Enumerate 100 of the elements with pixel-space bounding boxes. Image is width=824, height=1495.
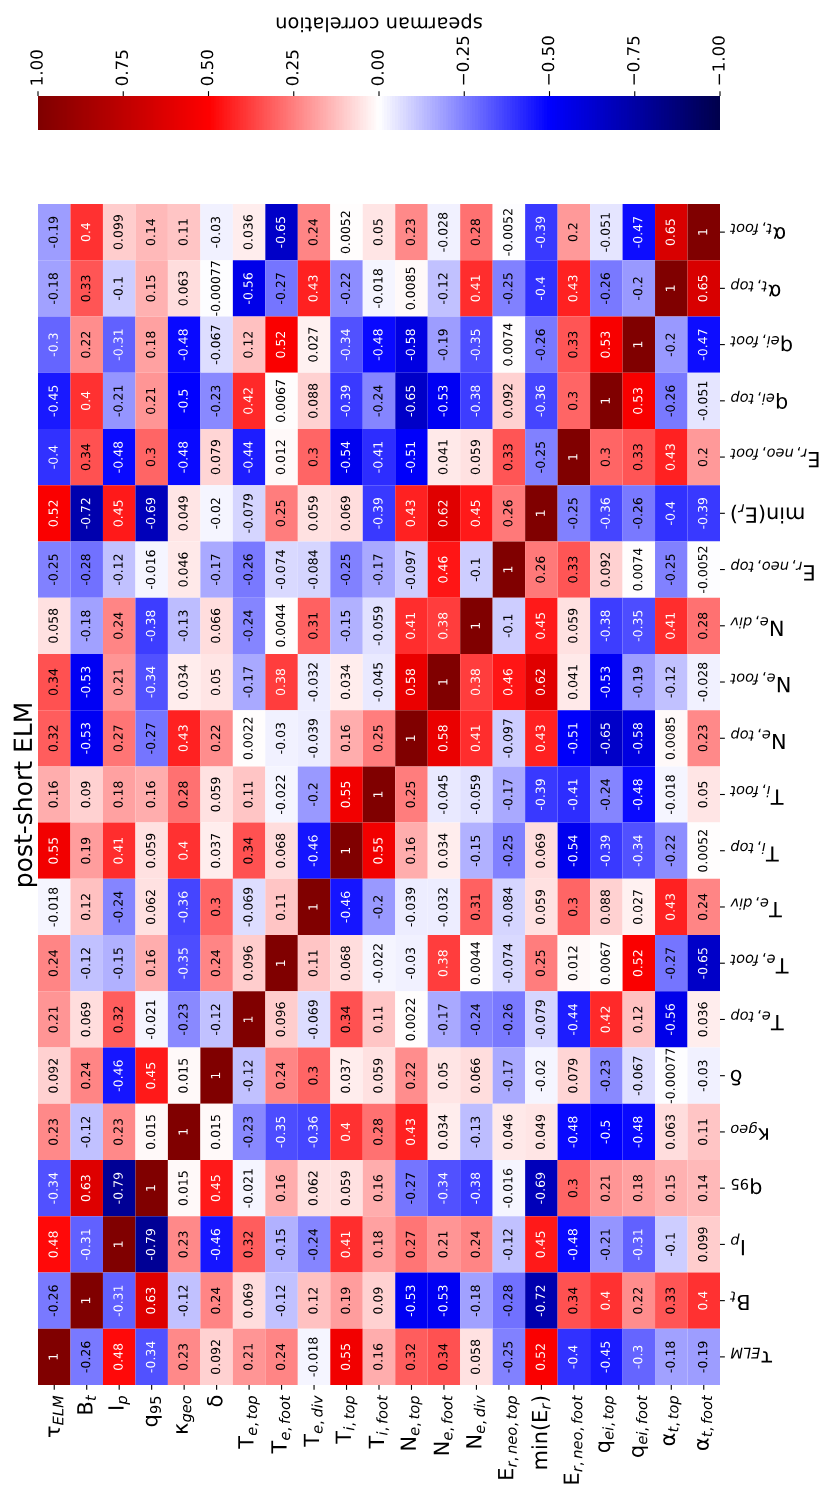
data-label: -0.23: [600, 1060, 610, 1092]
data-label: 0.0085: [665, 717, 675, 760]
data-label: -0.25: [48, 554, 58, 586]
data-label: -0.35: [470, 329, 481, 361]
y-tick-label: B$_{t}$: [729, 1291, 749, 1311]
data-label: -0.067: [632, 1056, 643, 1096]
data-label: -0.23: [210, 385, 221, 417]
data-label: 0.046: [503, 1114, 513, 1149]
y-tick-label: T$_{e,div}$: [730, 896, 782, 918]
data-label: -0.46: [340, 891, 351, 923]
data-label: -0.03: [275, 723, 286, 754]
data-label: -0.53: [438, 385, 448, 417]
data-label: -0.26: [600, 272, 610, 304]
data-label: 0.41: [470, 275, 481, 302]
data-label: -0.067: [210, 325, 221, 365]
data-label: -0.4: [48, 445, 58, 469]
data-label: 0.4: [178, 841, 188, 860]
data-label: 0.63: [80, 1175, 91, 1202]
color-bar-label: −0.75: [626, 36, 640, 85]
data-label: 0.16: [48, 781, 58, 808]
data-label: -0.34: [438, 1172, 448, 1204]
data-label: -0.25: [503, 835, 513, 867]
data-label: 0.037: [210, 833, 221, 868]
data-label: 0.041: [438, 440, 448, 475]
data-label: 0.32: [48, 725, 58, 752]
data-label: 1: [243, 1016, 253, 1023]
data-label: 0.38: [275, 668, 286, 696]
data-label: -0.26: [48, 1285, 58, 1317]
data-label: -0.28: [80, 554, 91, 586]
data-label: 0.059: [535, 889, 546, 925]
data-label: 0.46: [438, 556, 448, 583]
data-label: 0.23: [405, 219, 416, 246]
data-label: -0.18: [470, 1285, 481, 1317]
data-label: 0.41: [340, 1231, 351, 1258]
color-bar-label: −0.25: [456, 36, 470, 85]
data-label: 0.079: [210, 440, 221, 475]
data-label: 0.18: [632, 1175, 643, 1202]
data-label: 0.3: [210, 898, 221, 917]
data-label: 0.45: [535, 1231, 546, 1258]
data-label: 0.063: [665, 1115, 675, 1149]
data-label: 0.18: [373, 1231, 383, 1258]
data-label: 0.14: [697, 1174, 708, 1202]
data-label: 0.034: [178, 664, 188, 700]
data-label: 0.11: [373, 1006, 383, 1033]
data-label: 0.069: [243, 1283, 253, 1318]
data-label: 0.036: [243, 215, 253, 250]
data-label: 1: [308, 904, 318, 910]
data-label: -0.17: [503, 779, 513, 811]
data-label: 0.069: [340, 496, 351, 531]
data-label: 1: [633, 341, 643, 348]
data-label: 1: [81, 1297, 91, 1304]
text: post-short ELM: [12, 704, 38, 886]
x-tick-label: I$_{p}$: [108, 1396, 130, 1409]
x-tick-label: E$_{r,neo,top}$: [498, 1396, 520, 1479]
data-label: -0.39: [340, 385, 351, 417]
data-label: 1: [340, 847, 350, 854]
data-label: 0.21: [113, 669, 123, 696]
data-label: -0.36: [308, 1116, 318, 1148]
data-label: -0.2: [373, 896, 383, 919]
data-label: 0.062: [145, 890, 156, 925]
data-label: 0.41: [113, 837, 123, 864]
data-label: -0.22: [665, 835, 675, 867]
data-label: 0.012: [568, 946, 578, 981]
data-label: -0.2: [308, 783, 318, 807]
data-label: -0.18: [80, 610, 91, 642]
data-label: -0.12: [243, 1060, 253, 1092]
y-tick-label: q$_{ei,foot}$: [729, 334, 792, 352]
data-label: -0.1: [665, 1233, 675, 1256]
data-label: -0.045: [438, 775, 448, 815]
data-label: -0.58: [405, 329, 416, 361]
data-label: 0.43: [665, 444, 675, 471]
data-label: 0.45: [535, 612, 546, 639]
data-label: -0.016: [145, 550, 156, 590]
data-label: 0.15: [665, 1175, 675, 1202]
y-tick-label: I$_{p}$: [731, 1233, 744, 1256]
x-tick-label: N$_{e,foot}$: [433, 1395, 455, 1455]
data-label: 0.11: [178, 219, 188, 246]
data-label: -0.53: [438, 1285, 448, 1317]
data-label: -0.051: [600, 213, 610, 252]
data-label: 0.0022: [405, 998, 416, 1041]
data-label: -0.018: [665, 775, 675, 815]
data-label: 0.42: [243, 388, 253, 414]
data-label: -0.18: [665, 1341, 675, 1373]
data-label: -0.079: [243, 494, 253, 533]
data-label: 0.3: [568, 898, 578, 917]
x-tick-label: min(E$_{r}$): [531, 1396, 551, 1469]
data-label: 0.52: [535, 1344, 546, 1370]
data-label: 0.24: [48, 950, 58, 977]
y-tick-label: q$_{95}$: [731, 1178, 762, 1195]
data-label: -0.69: [145, 498, 156, 529]
data-label: -0.19: [697, 1341, 708, 1373]
data-label: -0.051: [697, 381, 708, 421]
data-label: 0.28: [697, 612, 708, 639]
data-label: 0.036: [697, 1002, 708, 1037]
data-label: -0.19: [48, 216, 58, 248]
x-tick-label: q$_{ei,top}$: [598, 1396, 617, 1453]
data-label: -0.25: [568, 498, 578, 529]
data-label: 0.55: [340, 781, 351, 808]
data-label: 0.46: [503, 668, 513, 696]
data-label: 0.015: [178, 1171, 188, 1206]
